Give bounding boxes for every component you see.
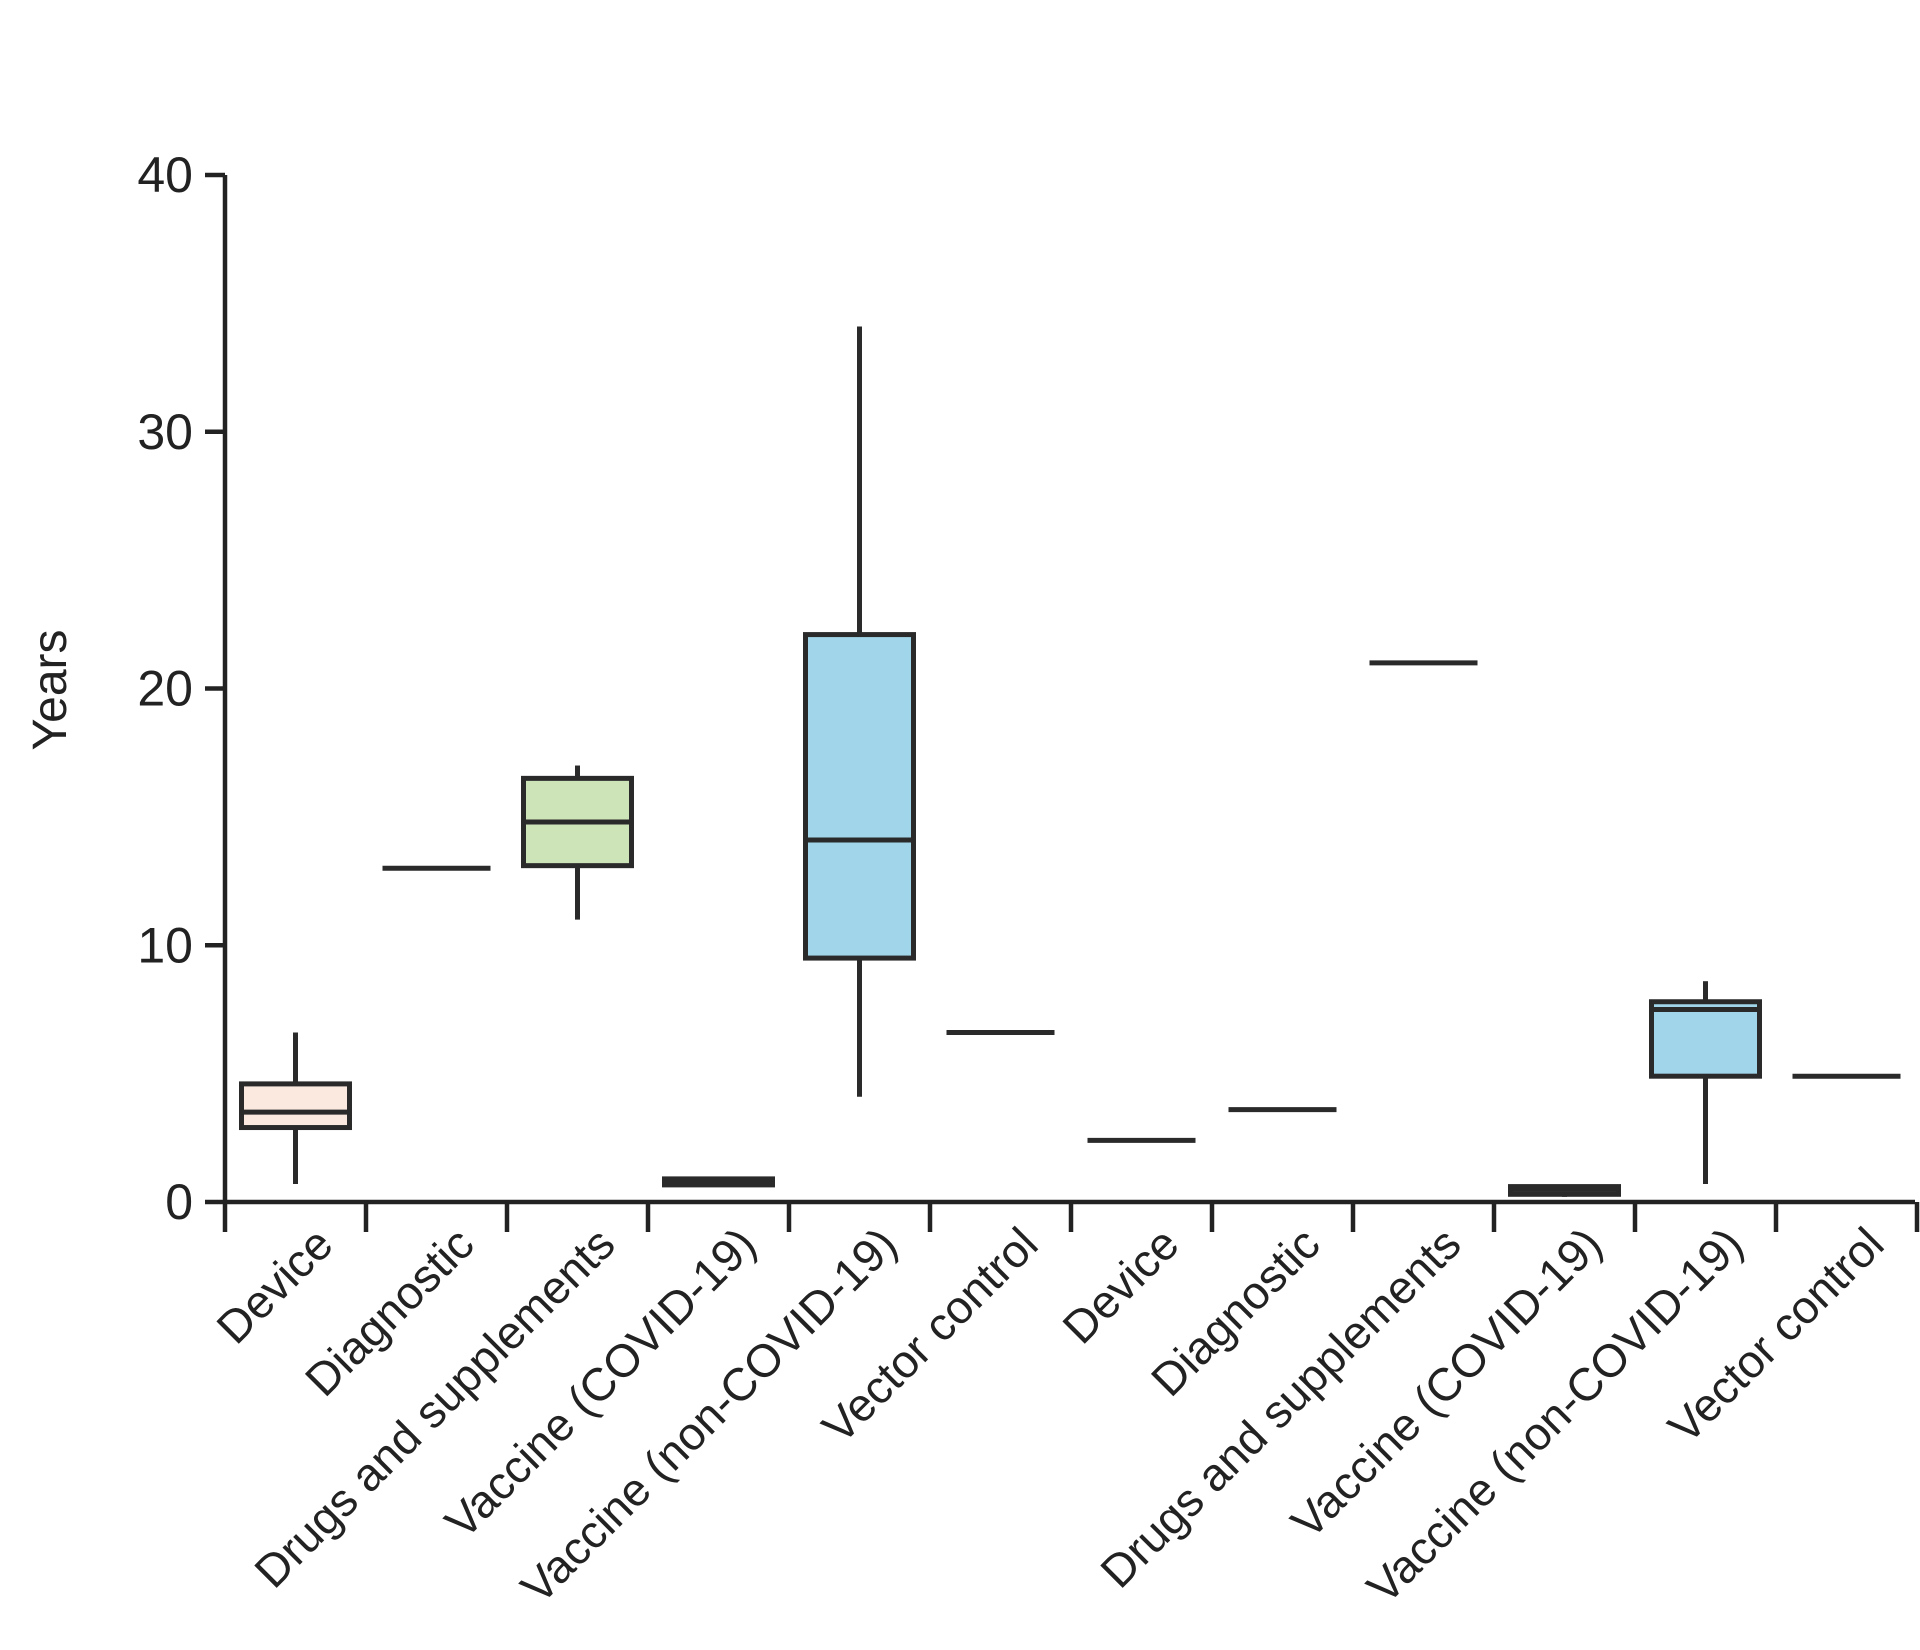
- y-tick-label: 10: [137, 917, 193, 973]
- y-tick-label: 30: [137, 404, 193, 460]
- boxes-layer: [239, 326, 1901, 1197]
- box-plot-item: [521, 765, 634, 920]
- box-plot-item: [1508, 1184, 1621, 1197]
- x-category-label: Device: [1052, 1217, 1188, 1353]
- box-plot-item: [1649, 981, 1762, 1185]
- box-plot-item: [662, 1176, 775, 1188]
- y-axis-title: Years: [24, 630, 77, 751]
- box-plot-item: [239, 1032, 352, 1185]
- y-tick-label: 0: [165, 1174, 193, 1230]
- iqr-box: [239, 1081, 352, 1131]
- x-category-label: Device: [206, 1217, 342, 1353]
- y-tick-label: 40: [137, 147, 193, 203]
- box-plot-item: [803, 326, 916, 1097]
- y-tick-label: 20: [137, 661, 193, 717]
- iqr-box: [803, 632, 916, 961]
- iqr-box: [1649, 999, 1762, 1079]
